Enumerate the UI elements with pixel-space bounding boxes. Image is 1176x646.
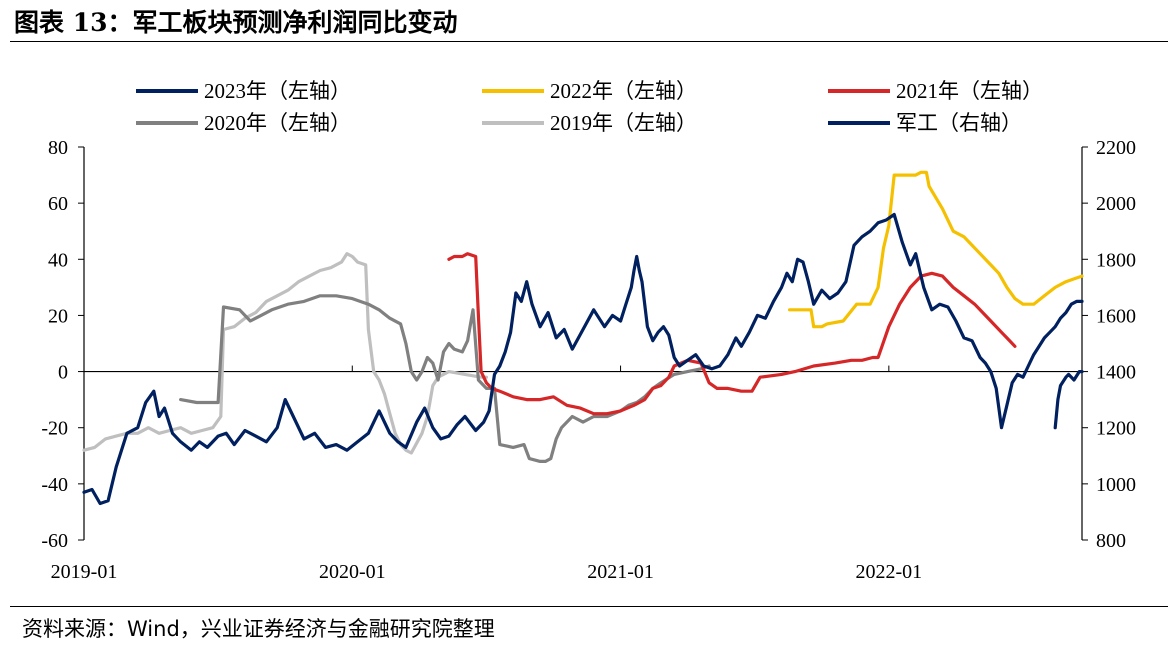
- left-tick-label: -20: [41, 418, 68, 440]
- left-tick-label: 80: [48, 137, 68, 159]
- right-tick-label: 1200: [1096, 418, 1136, 440]
- series-line-4: [82, 252, 488, 455]
- legend-label-3: 2020年（左轴）: [204, 111, 351, 135]
- legend-label-1: 2022年（左轴）: [550, 79, 697, 103]
- series-line-2: [447, 252, 1017, 416]
- left-tick-label: 0: [58, 362, 68, 384]
- title-underline: [10, 41, 1168, 42]
- right-tick-label: 1600: [1096, 305, 1136, 327]
- source-divider: [10, 606, 1168, 607]
- x-tick-label: 2022-01: [856, 561, 923, 583]
- right-tick-label: 1400: [1096, 362, 1136, 384]
- right-tick-label: 1800: [1096, 249, 1136, 271]
- legend-label-4: 2019年（左轴）: [550, 111, 697, 135]
- legend-label-2: 2021年（左轴）: [896, 79, 1043, 103]
- x-tick-label: 2019-01: [51, 561, 118, 583]
- source-note: 资料来源：Wind，兴业证券经济与金融研究院整理: [22, 617, 495, 641]
- series-line-5: [82, 212, 1084, 506]
- left-tick-label: 20: [48, 305, 68, 327]
- right-tick-label: 2200: [1096, 137, 1136, 159]
- left-tick-label: 40: [48, 249, 68, 271]
- x-tick-label: 2020-01: [319, 561, 386, 583]
- left-tick-label: -40: [41, 474, 68, 496]
- x-tick-label: 2021-01: [587, 561, 654, 583]
- right-tick-label: 2000: [1096, 193, 1136, 215]
- series-line-1: [787, 170, 1084, 329]
- legend-label-5: 军工（右轴）: [896, 111, 1022, 135]
- left-tick-label: -60: [41, 530, 68, 552]
- right-tick-label: 1000: [1096, 474, 1136, 496]
- chart-title: 图表 13：军工板块预测净利润同比变动: [14, 8, 458, 37]
- legend-label-0: 2023年（左轴）: [204, 79, 351, 103]
- series-line-0: [1053, 370, 1084, 430]
- right-tick-label: 800: [1096, 530, 1126, 552]
- left-tick-label: 60: [48, 193, 68, 215]
